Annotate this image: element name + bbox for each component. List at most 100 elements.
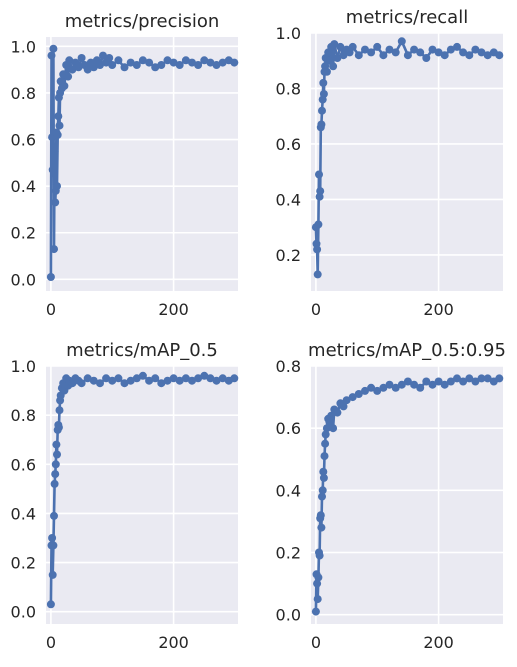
data-point — [194, 61, 203, 69]
data-point — [47, 51, 56, 60]
data-point — [114, 374, 123, 383]
y-tick-label: 0.0 — [276, 606, 301, 625]
data-point — [440, 380, 449, 389]
plot-area — [311, 33, 503, 291]
data-point — [49, 44, 58, 53]
x-tick-label: 0 — [46, 300, 56, 319]
data-point — [60, 81, 69, 90]
y-tick-label: 0.2 — [11, 224, 36, 243]
data-point — [471, 377, 480, 386]
data-point — [96, 61, 104, 69]
data-point — [319, 467, 328, 476]
data-point — [105, 54, 114, 62]
data-point — [145, 376, 154, 385]
data-point — [385, 45, 394, 54]
data-point — [83, 65, 92, 74]
data-point — [169, 374, 178, 383]
data-point — [163, 376, 172, 385]
data-point — [322, 67, 331, 76]
data-point — [453, 374, 461, 383]
data-point — [329, 62, 338, 71]
data-point — [403, 51, 412, 60]
data-point — [483, 374, 492, 383]
plot-area — [46, 366, 238, 624]
data-point — [422, 377, 431, 386]
x-tick-label: 200 — [423, 633, 454, 652]
data-point — [311, 607, 320, 616]
data-point — [428, 45, 437, 54]
data-point — [51, 470, 60, 479]
y-tick-label: 0.6 — [11, 131, 36, 150]
data-point — [317, 120, 326, 129]
data-point — [188, 58, 196, 67]
data-point — [495, 51, 504, 60]
data-point — [52, 440, 61, 449]
data-point — [321, 430, 330, 439]
y-tick-label: 0.2 — [11, 554, 36, 573]
data-point — [108, 61, 117, 69]
chart-title: metrics/mAP_0.5 — [66, 340, 218, 361]
x-tick-label: 0 — [311, 633, 321, 652]
data-point — [313, 270, 322, 279]
data-point — [206, 58, 215, 67]
data-point — [48, 165, 57, 174]
x-tick-label: 0 — [46, 633, 56, 652]
data-point — [348, 42, 357, 51]
data-point — [120, 63, 129, 72]
data-point — [319, 473, 328, 482]
data-point — [313, 245, 322, 254]
data-point — [336, 42, 345, 51]
data-point — [89, 63, 98, 72]
y-tick-label: 0.8 — [11, 406, 36, 425]
data-point — [83, 374, 92, 383]
data-point — [54, 423, 63, 432]
data-point — [48, 570, 57, 579]
data-point — [446, 377, 455, 386]
data-point — [89, 376, 98, 385]
data-point — [354, 51, 363, 60]
data-point — [342, 396, 351, 405]
data-point — [325, 418, 334, 426]
data-point — [471, 45, 480, 54]
data-point — [126, 376, 135, 385]
data-point — [151, 63, 160, 72]
y-tick-label: 0.2 — [276, 246, 301, 265]
data-point — [55, 406, 64, 415]
data-point — [428, 380, 437, 389]
data-point — [50, 511, 58, 520]
data-point — [329, 424, 338, 433]
data-point — [53, 450, 61, 459]
data-point — [330, 40, 339, 49]
data-point — [145, 58, 154, 67]
data-point — [391, 383, 400, 392]
chart-title: metrics/recall — [346, 7, 468, 28]
data-point — [373, 386, 382, 395]
data-point — [175, 61, 184, 69]
chart-title: metrics/mAP_0.5:0.95 — [308, 340, 506, 361]
data-point — [348, 393, 357, 402]
data-point — [333, 408, 342, 417]
y-tick-label: 1.0 — [276, 24, 301, 43]
data-point — [102, 374, 111, 383]
data-point — [397, 37, 406, 46]
y-tick-label: 0.6 — [276, 135, 301, 154]
data-point — [379, 383, 388, 392]
data-point — [314, 573, 323, 582]
data-point — [319, 90, 328, 98]
data-point — [422, 54, 431, 62]
data-point — [53, 182, 61, 191]
data-point — [403, 377, 412, 386]
data-point — [477, 48, 486, 57]
data-point — [410, 45, 419, 54]
data-point — [188, 376, 196, 385]
data-point — [230, 374, 239, 383]
data-point — [453, 42, 461, 51]
data-point — [64, 72, 73, 81]
data-point — [50, 147, 59, 156]
data-point — [132, 374, 141, 383]
x-tick-label: 0 — [311, 300, 321, 319]
data-point — [314, 220, 323, 229]
plot-area — [46, 37, 238, 291]
x-tick-label: 200 — [158, 300, 189, 319]
data-point — [317, 523, 326, 532]
